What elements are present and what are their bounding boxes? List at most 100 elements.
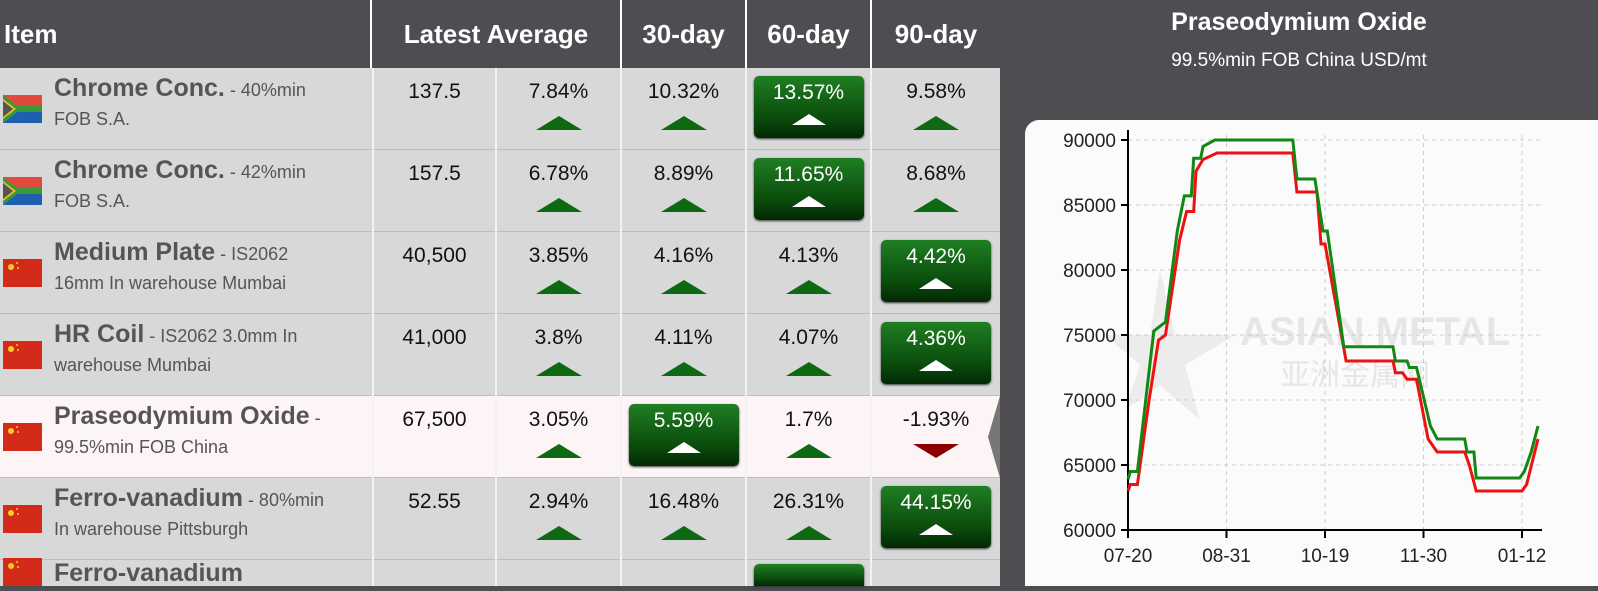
60-day-change-value: 26.31% bbox=[772, 490, 845, 513]
item-name[interactable]: HR Coil - IS2062 3.0mm In warehouse Mumba… bbox=[54, 320, 369, 380]
highlight-badge: 13.57% bbox=[753, 76, 864, 138]
90-day-change-value: -1.93% bbox=[902, 408, 970, 431]
weekly-change-cell: 3.8% bbox=[495, 314, 620, 396]
x-tick-label: 07-20 bbox=[1104, 546, 1153, 567]
china-flag-icon bbox=[3, 423, 42, 451]
chart-subtitle: 99.5%min FOB China USD/mt bbox=[1171, 50, 1427, 71]
arrow-up-icon bbox=[535, 444, 582, 458]
60-day-change-cell bbox=[745, 560, 870, 586]
item-name[interactable]: Praseodymium Oxide - 99.5%min FOB China bbox=[54, 402, 369, 462]
arrow-up-icon bbox=[791, 114, 826, 125]
table-row[interactable]: Praseodymium Oxide - 99.5%min FOB China 67… bbox=[0, 396, 1000, 478]
item-spec-detail: 99.5%min FOB China bbox=[54, 437, 229, 457]
90-day-change-cell bbox=[870, 560, 1000, 586]
weekly-change-value: 2.94% bbox=[528, 490, 589, 513]
highlight-badge: 4.36% bbox=[881, 322, 991, 384]
30-day-change-cell: 4.16% bbox=[620, 232, 745, 314]
arrow-up-icon bbox=[791, 196, 826, 207]
latest-price: 67,500 bbox=[402, 408, 467, 431]
arrow-up-icon bbox=[913, 198, 959, 212]
90-day-change-value: 44.15% bbox=[900, 491, 972, 514]
60-day-change-value: 13.57% bbox=[772, 81, 845, 104]
latest-price: 52.55 bbox=[408, 490, 461, 513]
30-day-change-value: 16.48% bbox=[647, 490, 720, 513]
latest-price-cell: 40,500 bbox=[372, 232, 495, 314]
weekly-change-value: 6.78% bbox=[528, 162, 589, 185]
90-day-change-value: 9.58% bbox=[906, 80, 966, 103]
china-flag-icon bbox=[3, 558, 42, 586]
60-day-change-cell: 1.7% bbox=[745, 396, 870, 478]
item-title: Ferro-vanadium bbox=[54, 484, 243, 512]
item-name[interactable]: Ferro-vanadium - 80%min In warehouse Pitt… bbox=[54, 484, 369, 544]
90-day-change-value: 8.68% bbox=[906, 162, 966, 185]
column-header-30-day[interactable]: 30-day bbox=[622, 0, 747, 68]
latest-price: 40,500 bbox=[402, 244, 467, 267]
item-spec: - 40%min bbox=[224, 80, 306, 100]
price-table: Chrome Conc. - 40%min FOB S.A. 137.5 7.84% 1… bbox=[0, 68, 1000, 586]
table-row[interactable]: Ferro-vanadium - 80%min In warehouse Pitt… bbox=[0, 478, 1000, 560]
y-tick-label: 80000 bbox=[1063, 261, 1116, 282]
weekly-change-value: 3.85% bbox=[528, 244, 589, 267]
latest-price-cell: 137.5 bbox=[372, 68, 495, 150]
60-day-change-cell: 26.31% bbox=[745, 478, 870, 560]
watermark-star-icon bbox=[1105, 270, 1235, 420]
table-row[interactable]: Ferro-vanadium bbox=[0, 558, 1000, 588]
weekly-change-cell: 2.94% bbox=[495, 478, 620, 560]
column-header-60-day[interactable]: 60-day bbox=[747, 0, 872, 68]
90-day-change-value: 4.42% bbox=[906, 245, 966, 268]
arrow-up-icon bbox=[785, 444, 832, 458]
60-day-change-cell: 4.13% bbox=[745, 232, 870, 314]
30-day-change-value: 5.59% bbox=[653, 409, 714, 432]
item-spec-detail: 16mm In warehouse Mumbai bbox=[54, 273, 287, 293]
table-row[interactable]: HR Coil - IS2062 3.0mm In warehouse Mumba… bbox=[0, 314, 1000, 396]
item-spec: - IS2062 3.0mm In bbox=[144, 326, 298, 346]
arrow-up-icon bbox=[660, 280, 707, 294]
weekly-change-cell bbox=[495, 560, 620, 586]
weekly-change-cell: 3.05% bbox=[495, 396, 620, 478]
table-row[interactable]: Chrome Conc. - 42%min FOB S.A. 157.5 6.78% 8… bbox=[0, 150, 1000, 232]
60-day-change-cell: 13.57% bbox=[745, 68, 870, 150]
item-spec: - bbox=[309, 408, 321, 428]
item-title: Praseodymium Oxide bbox=[54, 402, 310, 430]
latest-price: 157.5 bbox=[408, 162, 461, 185]
item-spec: - IS2062 bbox=[215, 244, 289, 264]
arrow-up-icon bbox=[535, 116, 582, 130]
column-header-latest-average[interactable]: Latest Average bbox=[372, 0, 622, 68]
60-day-change-value: 4.07% bbox=[778, 326, 839, 349]
table-row[interactable]: Chrome Conc. - 40%min FOB S.A. 137.5 7.84% 1… bbox=[0, 68, 1000, 150]
30-day-change-value: 4.16% bbox=[653, 244, 714, 267]
item-name[interactable]: Medium Plate - IS2062 16mm In warehouse M… bbox=[54, 238, 369, 298]
arrow-up-icon bbox=[535, 362, 582, 376]
30-day-change-value: 4.11% bbox=[654, 326, 713, 349]
item-name[interactable]: Chrome Conc. - 40%min FOB S.A. bbox=[54, 74, 369, 134]
item-spec: - 42%min bbox=[224, 162, 306, 182]
30-day-change-value: 8.89% bbox=[653, 162, 714, 185]
60-day-change-cell: 11.65% bbox=[745, 150, 870, 232]
weekly-change-cell: 6.78% bbox=[495, 150, 620, 232]
series-line bbox=[1126, 138, 1540, 480]
item-title: Chrome Conc. bbox=[54, 74, 225, 102]
item-name[interactable]: Ferro-vanadium bbox=[54, 560, 369, 588]
china-flag-icon bbox=[3, 341, 42, 369]
x-tick-label: 01-12 bbox=[1498, 546, 1547, 567]
item-spec: - 80%min bbox=[242, 490, 324, 510]
series-line bbox=[1126, 151, 1540, 493]
china-flag-icon bbox=[3, 259, 42, 287]
highlight-badge: 5.59% bbox=[628, 404, 739, 466]
arrow-up-icon bbox=[913, 116, 959, 130]
arrow-up-icon bbox=[660, 198, 707, 212]
column-header-item[interactable]: Item bbox=[0, 0, 372, 68]
item-spec-detail: FOB S.A. bbox=[54, 191, 131, 211]
column-header-90-day[interactable]: 90-day bbox=[894, 18, 978, 49]
arrow-up-icon bbox=[785, 526, 832, 540]
arrow-up-icon bbox=[785, 362, 832, 376]
south-africa-flag-icon bbox=[3, 95, 42, 123]
90-day-change-cell: 4.42% bbox=[870, 232, 1000, 314]
price-chart-svg: ASIAN METAL亚洲金属网600006500070000750008000… bbox=[1063, 130, 1547, 567]
table-row[interactable]: Medium Plate - IS2062 16mm In warehouse M… bbox=[0, 232, 1000, 314]
arrow-up-icon bbox=[660, 362, 707, 376]
item-name[interactable]: Chrome Conc. - 42%min FOB S.A. bbox=[54, 156, 369, 216]
arrow-up-icon bbox=[660, 526, 707, 540]
highlight-badge bbox=[753, 564, 864, 586]
price-chart: ASIAN METAL 亚洲金属网 60000 65000 70000 75000 8000… bbox=[1025, 120, 1598, 586]
